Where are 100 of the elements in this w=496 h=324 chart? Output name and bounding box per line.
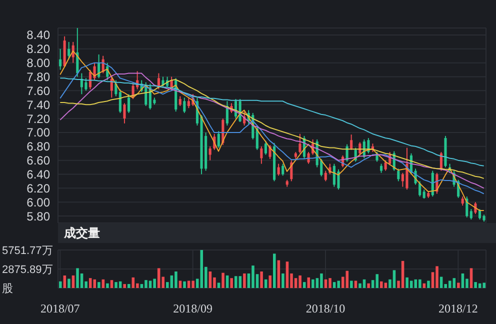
y-tick-label: 8.40	[26, 28, 50, 42]
bar	[414, 279, 418, 288]
bar	[110, 280, 114, 288]
chart-title: 成交量	[64, 226, 100, 240]
bar	[298, 275, 302, 288]
bar	[153, 278, 156, 288]
bar	[380, 281, 383, 288]
bar	[406, 277, 408, 288]
bar	[76, 268, 79, 288]
bar	[59, 281, 62, 288]
y-tick-label: 2875.89万	[2, 264, 53, 276]
bar	[354, 280, 358, 288]
bar	[320, 273, 323, 288]
bar	[436, 266, 438, 288]
bar	[114, 282, 118, 288]
x-tick-label: 2018/07	[40, 302, 80, 316]
bar	[448, 280, 452, 288]
bar	[367, 283, 370, 288]
bar	[148, 280, 152, 288]
bar	[178, 280, 182, 288]
y-tick-label: 6.20	[26, 181, 50, 196]
candlestick	[324, 170, 327, 182]
bar	[234, 276, 238, 288]
bar	[328, 278, 332, 288]
x-tick-label: 2018/09	[173, 302, 212, 316]
y-tick-label: 7.00	[26, 126, 50, 140]
bar	[384, 282, 388, 288]
candlestick	[123, 102, 126, 124]
y-tick-label: 5751.77万	[2, 245, 53, 257]
candlestick	[59, 48, 62, 70]
y-tick-label: 8.20	[26, 42, 50, 56]
bar	[392, 270, 396, 288]
candlestick	[422, 189, 426, 200]
y-tick-label: 7.60	[26, 84, 50, 98]
y-tick-label: 5.80	[26, 209, 50, 224]
bar	[427, 280, 430, 288]
bar	[273, 254, 276, 288]
y-tick-label: 7.20	[26, 112, 50, 126]
bar	[157, 268, 160, 288]
bar	[140, 284, 144, 288]
candlestick	[397, 168, 400, 182]
bar	[302, 282, 306, 288]
bar	[208, 271, 212, 288]
bar	[286, 262, 289, 288]
candlestick	[162, 76, 164, 88]
bar	[187, 280, 190, 288]
bar	[88, 278, 92, 288]
bar	[470, 268, 473, 288]
bar	[474, 282, 477, 288]
bar	[123, 284, 126, 288]
y-tick-label: 股	[2, 283, 13, 295]
y-tick-label: 8.00	[26, 56, 50, 70]
candlestick	[127, 94, 130, 114]
bar	[307, 277, 310, 288]
candlestick	[282, 163, 284, 176]
bar	[192, 280, 194, 288]
bar	[337, 280, 340, 288]
y-tick-label: 7.40	[26, 98, 50, 112]
candlestick	[68, 41, 70, 60]
bar	[68, 278, 70, 288]
bar	[230, 278, 233, 288]
y-tick-label: 6.00	[26, 195, 50, 210]
candlestick	[380, 163, 383, 174]
bar	[282, 273, 284, 288]
candlestick	[187, 97, 190, 109]
bar	[98, 282, 100, 288]
bar	[461, 273, 464, 288]
candlestick	[217, 130, 220, 148]
bar	[268, 275, 272, 288]
candlestick	[260, 146, 263, 164]
bar	[238, 276, 242, 288]
y-tick-label: 6.40	[26, 168, 50, 182]
bar	[401, 260, 404, 288]
bar	[457, 282, 460, 288]
candlestick	[478, 208, 482, 220]
candlestick	[350, 134, 353, 150]
bar	[93, 279, 96, 288]
bar	[222, 272, 224, 288]
bar	[183, 281, 186, 288]
bar	[410, 280, 413, 288]
candlestick	[337, 168, 340, 190]
candlestick	[183, 97, 186, 114]
bar	[376, 274, 378, 288]
bar	[200, 250, 204, 288]
candlestick	[298, 133, 302, 154]
bar	[217, 282, 220, 288]
bar	[144, 280, 148, 288]
bar	[260, 271, 263, 288]
y-tick-label: 7.80	[26, 70, 50, 84]
candlestick	[118, 88, 122, 114]
y-tick-label: 6.80	[26, 140, 50, 154]
candlestick	[277, 163, 280, 176]
bar	[127, 284, 130, 288]
candlestick	[208, 146, 212, 161]
bar	[358, 283, 362, 288]
bar	[332, 282, 336, 288]
x-tick-label: 2018/12	[438, 302, 478, 316]
bar	[174, 271, 178, 288]
y-tick-label: 6.60	[26, 154, 50, 168]
candlestick	[84, 78, 88, 92]
